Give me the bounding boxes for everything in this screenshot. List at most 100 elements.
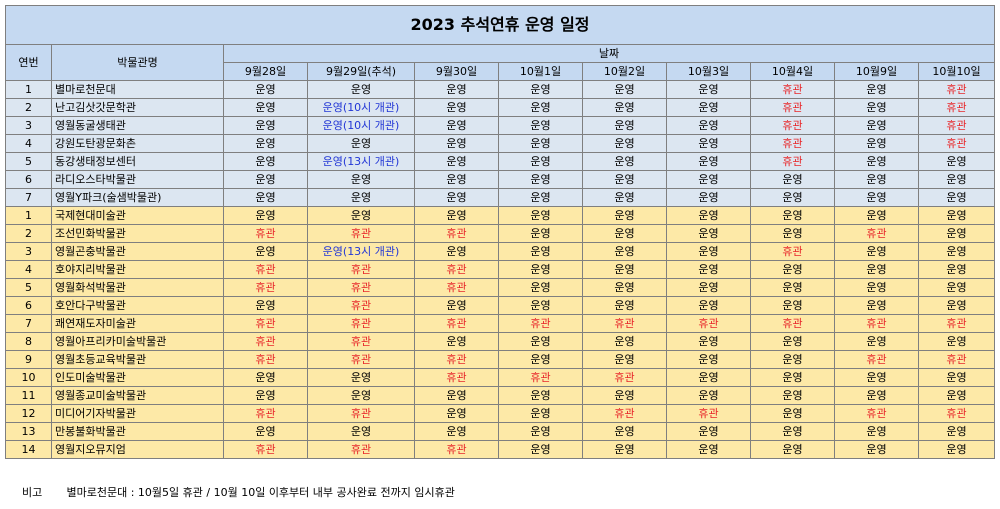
status-cell: 휴관 [666, 314, 751, 333]
status-cell: 운영 [834, 278, 919, 297]
status-cell: 운영 [666, 80, 751, 99]
table-row: 5 동강생태정보센터 운영 운영(13시 개관) 운영 운영 운영 운영 휴관 운영 운영 [5, 152, 996, 171]
museum-name: 영월곤충박물관 [51, 242, 224, 261]
table-row: 3 영월곤충박물관 운영 운영(13시 개관) 운영 운영 운영 운영 휴관 운영 운영 [5, 242, 996, 261]
status-cell: 휴관 [498, 314, 583, 333]
row-number: 7 [5, 314, 52, 333]
status-cell: 운영 [498, 386, 583, 405]
row-number: 1 [5, 80, 52, 99]
status-cell: 운영(13시 개관) [307, 242, 415, 261]
status-cell: 운영 [834, 206, 919, 225]
remark-label: 비고 [22, 486, 43, 499]
status-cell: 운영 [414, 80, 499, 99]
row-number: 14 [5, 440, 52, 459]
status-cell: 운영 [666, 332, 751, 351]
status-cell: 운영 [834, 440, 919, 459]
table-row: 4 강원도탄광문화촌 운영 운영 운영 운영 운영 운영 휴관 운영 휴관 [5, 134, 996, 153]
status-cell: 휴관 [750, 116, 835, 135]
status-cell: 운영 [582, 116, 667, 135]
status-cell: 휴관 [917, 134, 996, 153]
status-cell: 운영 [223, 206, 308, 225]
status-cell: 운영 [834, 80, 919, 99]
row-number: 3 [5, 242, 52, 261]
status-cell: 휴관 [307, 314, 415, 333]
status-cell: 운영 [834, 98, 919, 117]
row-number: 3 [5, 116, 52, 135]
status-cell: 운영 [582, 332, 667, 351]
status-cell: 휴관 [307, 260, 415, 279]
status-cell: 운영 [666, 116, 751, 135]
status-cell: 운영 [498, 404, 583, 423]
status-cell: 운영 [666, 278, 751, 297]
header-no: 연번 [5, 44, 52, 81]
museum-name: 별마로천문대 [51, 80, 224, 99]
table-row: 2 난고김삿갓문학관 운영 운영(10시 개관) 운영 운영 운영 운영 휴관 운영 휴관 [5, 98, 996, 117]
table-row: 8 영월아프리카미술박물관 휴관 휴관 운영 운영 운영 운영 운영 운영 운영 [5, 332, 996, 351]
status-cell: 운영 [666, 134, 751, 153]
status-cell: 운영 [307, 188, 415, 207]
table-row: 7 영월Y파크(술샘박물관) 운영 운영 운영 운영 운영 운영 운영 운영 운영 [5, 188, 996, 207]
status-cell: 운영 [582, 278, 667, 297]
status-cell: 운영 [414, 116, 499, 135]
status-cell: 운영 [917, 278, 996, 297]
status-cell: 운영 [666, 368, 751, 387]
status-cell: 운영 [666, 224, 751, 243]
row-number: 1 [5, 206, 52, 225]
status-cell: 휴관 [307, 404, 415, 423]
header-date: 10월1일 [498, 62, 583, 81]
status-cell: 운영 [498, 224, 583, 243]
status-cell: 운영 [666, 386, 751, 405]
row-number: 6 [5, 170, 52, 189]
status-cell: 휴관 [917, 98, 996, 117]
status-cell: 운영 [834, 152, 919, 171]
status-cell: 휴관 [750, 98, 835, 117]
status-cell: 운영 [834, 332, 919, 351]
row-number: 11 [5, 386, 52, 405]
status-cell: 운영 [498, 278, 583, 297]
status-cell: 휴관 [582, 404, 667, 423]
status-cell: 운영 [834, 386, 919, 405]
status-cell: 휴관 [834, 224, 919, 243]
status-cell: 운영 [223, 422, 308, 441]
table-row: 6 라디오스타박물관 운영 운영 운영 운영 운영 운영 운영 운영 운영 [5, 170, 996, 189]
status-cell: 휴관 [223, 224, 308, 243]
status-cell: 운영 [414, 332, 499, 351]
status-cell: 휴관 [223, 404, 308, 423]
remark: 비고 별마로천문대 : 10월5일 휴관 / 10월 10일 이후부터 내부 공… [22, 484, 455, 500]
table-row: 5 영월화석박물관 휴관 휴관 휴관 운영 운영 운영 운영 운영 운영 [5, 278, 996, 297]
museum-name: 동강생태정보센터 [51, 152, 224, 171]
status-cell: 운영 [498, 296, 583, 315]
status-cell: 운영 [582, 260, 667, 279]
table-title: 2023 추석연휴 운영 일정 [4, 5, 996, 45]
museum-name: 강원도탄광문화촌 [51, 134, 224, 153]
table-row: 11 영월종교미술박물관 운영 운영 운영 운영 운영 운영 운영 운영 운영 [5, 386, 996, 405]
status-cell: 휴관 [307, 296, 415, 315]
status-cell: 운영 [498, 170, 583, 189]
status-cell: 운영 [834, 242, 919, 261]
status-cell: 휴관 [917, 116, 996, 135]
museum-name: 난고김삿갓문학관 [51, 98, 224, 117]
status-cell: 운영 [750, 368, 835, 387]
status-cell: 운영 [666, 98, 751, 117]
status-cell: 운영 [750, 386, 835, 405]
status-cell: 운영 [498, 134, 583, 153]
status-cell: 운영 [582, 98, 667, 117]
row-number: 2 [5, 98, 52, 117]
row-number: 13 [5, 422, 52, 441]
status-cell: 휴관 [582, 314, 667, 333]
status-cell: 운영 [666, 350, 751, 369]
status-cell: 운영 [917, 422, 996, 441]
status-cell: 운영 [917, 152, 996, 171]
status-cell: 운영 [834, 368, 919, 387]
status-cell: 휴관 [223, 440, 308, 459]
museum-name: 호안다구박물관 [51, 296, 224, 315]
status-cell: 휴관 [834, 350, 919, 369]
date-header-row: 9월28일 9월29일(추석) 9월30일 10월1일 10월2일 10월3일 10월4일 1… [6, 62, 996, 81]
status-cell: 휴관 [414, 368, 499, 387]
status-cell: 운영 [582, 134, 667, 153]
status-cell: 운영 [307, 134, 415, 153]
status-cell: 휴관 [834, 314, 919, 333]
status-cell: 운영 [414, 152, 499, 171]
status-cell: 운영 [750, 224, 835, 243]
status-cell: 운영 [750, 332, 835, 351]
